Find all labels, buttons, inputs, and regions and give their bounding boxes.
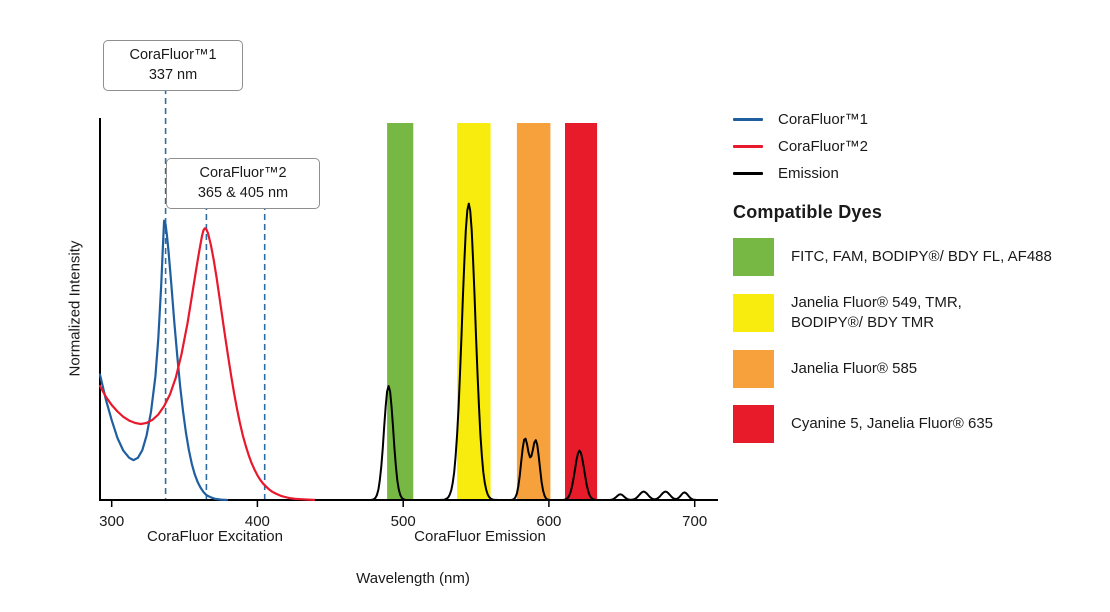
dye-item-yellow: Janelia Fluor® 549, TMR, BODIPY®/ BDY TM…: [733, 293, 1103, 333]
excitation-curve-1: [98, 227, 317, 502]
y-axis-label: Normalized Intensity: [66, 240, 84, 377]
legend-label: Emission: [778, 165, 839, 182]
emission-filter-band-0: [387, 123, 414, 500]
dye-swatch-orange: [733, 349, 774, 388]
x-section-label-excitation: CoraFluor Excitation: [147, 528, 283, 545]
legend-item-emission: Emission: [733, 160, 1103, 187]
excitation-curve-0: [98, 219, 228, 502]
compatible-dyes-heading: Compatible Dyes: [733, 202, 883, 222]
dye-item-red: Cyanine 5, Janelia Fluor® 635: [733, 404, 1103, 443]
legend-label: CoraFluor™2: [778, 138, 869, 155]
annotation-wavelength: 337 nm: [148, 66, 198, 83]
x-tick-label-400: 400: [245, 513, 270, 530]
legend-panel: CoraFluor™1 CoraFluor™2 Emission Compati…: [733, 106, 1103, 460]
x-tick-label-500: 500: [391, 513, 416, 530]
x-tick-label-300: 300: [99, 513, 124, 530]
legend-line-swatch-blue: [733, 118, 763, 121]
annotation-title: CoraFluor™1: [129, 47, 217, 63]
x-axis-label: Wavelength (nm): [356, 570, 470, 587]
x-tick-label-700: 700: [682, 513, 707, 530]
dye-label: Janelia Fluor® 585: [791, 359, 918, 377]
annotation-title: CoraFluor™2: [199, 165, 287, 181]
legend-label: CoraFluor™1: [778, 111, 869, 128]
x-section-label-emission: CoraFluor Emission: [414, 528, 546, 545]
emission-filter-band-3: [565, 123, 598, 500]
dye-item-orange: Janelia Fluor® 585: [733, 349, 1103, 388]
legend-item-corafluor1: CoraFluor™1: [733, 106, 1103, 133]
legend: CoraFluor™1 CoraFluor™2 Emission: [733, 106, 1103, 187]
dye-swatch-yellow: [733, 293, 774, 332]
spectra-plot-svg: 300 400 500 600 700: [98, 88, 718, 530]
legend-line-swatch-black: [733, 172, 763, 175]
dye-label: Janelia Fluor® 549, TMR, BODIPY®/ BDY TM…: [791, 294, 962, 331]
emission-filter-band-2: [516, 123, 551, 500]
dye-label: Cyanine 5, Janelia Fluor® 635: [791, 414, 994, 432]
legend-line-swatch-red: [733, 145, 763, 148]
dye-swatch-red: [733, 404, 774, 443]
emission-curve: [314, 202, 717, 501]
dye-swatch-green: [733, 238, 774, 276]
legend-item-corafluor2: CoraFluor™2: [733, 133, 1103, 160]
dye-label: FITC, FAM, BODIPY®/ BDY FL, AF488: [791, 248, 1052, 266]
x-tick-label-600: 600: [536, 513, 561, 530]
dye-item-green: FITC, FAM, BODIPY®/ BDY FL, AF488: [733, 238, 1103, 276]
annotation-corafluor2-365-405: CoraFluor™2 365 & 405 nm: [166, 158, 320, 210]
annotation-wavelength: 365 & 405 nm: [197, 184, 289, 201]
compatible-dyes-list: FITC, FAM, BODIPY®/ BDY FL, AF488 Janeli…: [733, 238, 1103, 443]
annotation-corafluor1-337: CoraFluor™1 337 nm: [103, 40, 243, 92]
